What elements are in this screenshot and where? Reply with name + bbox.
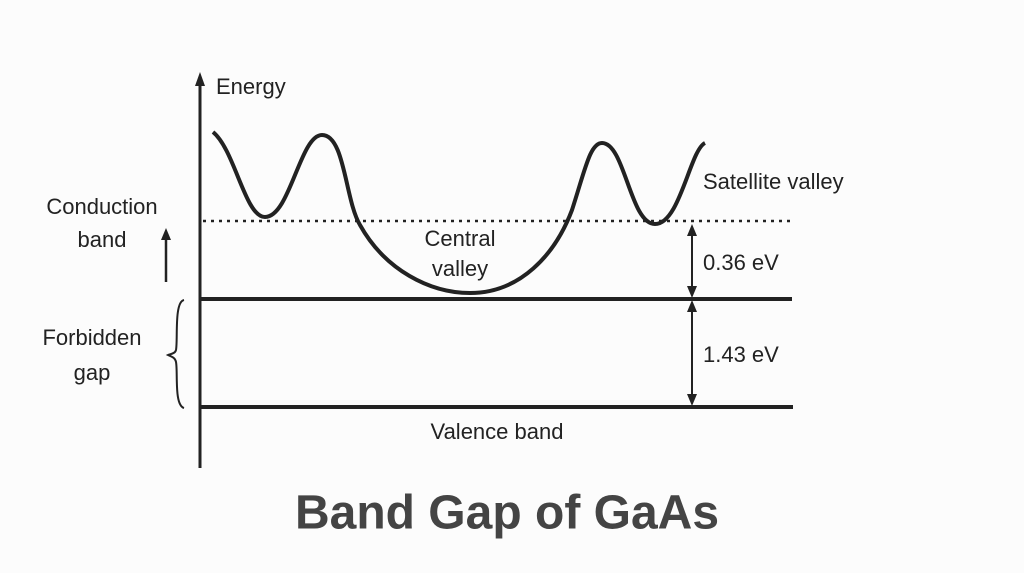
upper-gap-label: 0.36 eV [703, 250, 779, 275]
arrow-head [687, 300, 697, 312]
conduction-label: Conduction [46, 194, 157, 219]
axis-label: Energy [216, 74, 286, 99]
central-valley-label: Central [425, 226, 496, 251]
forbidden-label: Forbidden [42, 325, 141, 350]
conduction-label: band [78, 227, 127, 252]
satellite-valley-label: Satellite valley [703, 169, 844, 194]
central-valley-label: valley [432, 256, 488, 281]
brace [165, 299, 185, 409]
axis-arrow [195, 72, 205, 86]
arrow-head [687, 286, 697, 298]
valence-band-label: Valence band [431, 419, 564, 444]
forbidden-label: gap [74, 360, 111, 385]
title: Band Gap of GaAs [295, 487, 719, 540]
band-curve [211, 130, 707, 296]
lower-gap-label: 1.43 eV [703, 342, 779, 367]
arrow-head [161, 228, 171, 240]
arrow-head [687, 394, 697, 406]
arrow-head [687, 224, 697, 236]
